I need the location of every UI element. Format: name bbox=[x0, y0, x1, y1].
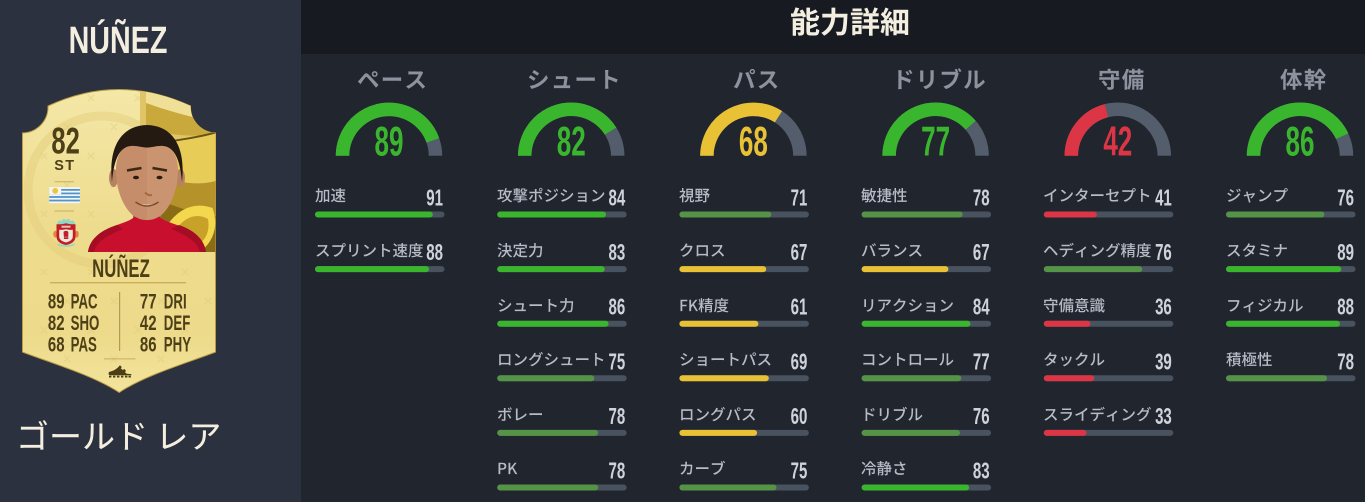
svg-text:77: 77 bbox=[921, 118, 950, 165]
svg-text:69: 69 bbox=[791, 349, 808, 375]
svg-text:88: 88 bbox=[1337, 294, 1354, 320]
svg-text:78: 78 bbox=[608, 458, 625, 484]
svg-text:DRI: DRI bbox=[164, 289, 187, 313]
svg-text:83: 83 bbox=[608, 240, 625, 266]
svg-text:68: 68 bbox=[739, 118, 768, 165]
svg-text:71: 71 bbox=[791, 185, 808, 211]
svg-text:39: 39 bbox=[1155, 349, 1172, 375]
svg-text:41: 41 bbox=[1155, 185, 1172, 211]
svg-text:78: 78 bbox=[973, 185, 990, 211]
svg-text:84: 84 bbox=[608, 185, 625, 211]
svg-text:86: 86 bbox=[608, 294, 625, 320]
svg-text:68: 68 bbox=[48, 332, 65, 356]
svg-text:33: 33 bbox=[1155, 404, 1172, 430]
svg-text:88: 88 bbox=[426, 240, 443, 266]
svg-text:NÚÑEZ: NÚÑEZ bbox=[92, 253, 150, 282]
svg-text:DEF: DEF bbox=[164, 311, 191, 335]
svg-text:67: 67 bbox=[973, 240, 990, 266]
svg-text:82: 82 bbox=[557, 118, 586, 165]
svg-text:76: 76 bbox=[1337, 185, 1354, 211]
svg-text:76: 76 bbox=[973, 404, 990, 430]
svg-text:42: 42 bbox=[140, 310, 157, 334]
svg-text:60: 60 bbox=[791, 404, 808, 430]
svg-text:78: 78 bbox=[608, 404, 625, 430]
svg-text:75: 75 bbox=[608, 349, 625, 375]
svg-text:42: 42 bbox=[1103, 118, 1132, 165]
svg-text:ST: ST bbox=[54, 158, 75, 174]
svg-text:77: 77 bbox=[140, 289, 157, 313]
svg-text:61: 61 bbox=[791, 294, 808, 320]
svg-text:89: 89 bbox=[375, 118, 404, 165]
svg-text:76: 76 bbox=[1155, 240, 1172, 266]
svg-text:78: 78 bbox=[1337, 349, 1354, 375]
svg-text:91: 91 bbox=[426, 185, 443, 211]
svg-text:82: 82 bbox=[51, 120, 79, 162]
svg-text:PAC: PAC bbox=[71, 289, 98, 313]
svg-text:82: 82 bbox=[48, 310, 65, 334]
svg-text:SHO: SHO bbox=[71, 311, 100, 335]
svg-text:89: 89 bbox=[48, 289, 65, 313]
svg-text:PAS: PAS bbox=[71, 332, 97, 356]
svg-text:83: 83 bbox=[973, 458, 990, 484]
svg-text:36: 36 bbox=[1155, 294, 1172, 320]
svg-text:89: 89 bbox=[1337, 240, 1354, 266]
svg-text:75: 75 bbox=[791, 458, 808, 484]
svg-text:67: 67 bbox=[791, 240, 808, 266]
svg-text:84: 84 bbox=[973, 294, 990, 320]
svg-text:77: 77 bbox=[973, 349, 990, 375]
svg-text:86: 86 bbox=[1286, 118, 1315, 165]
svg-text:PHY: PHY bbox=[164, 332, 191, 356]
svg-text:86: 86 bbox=[140, 332, 157, 356]
